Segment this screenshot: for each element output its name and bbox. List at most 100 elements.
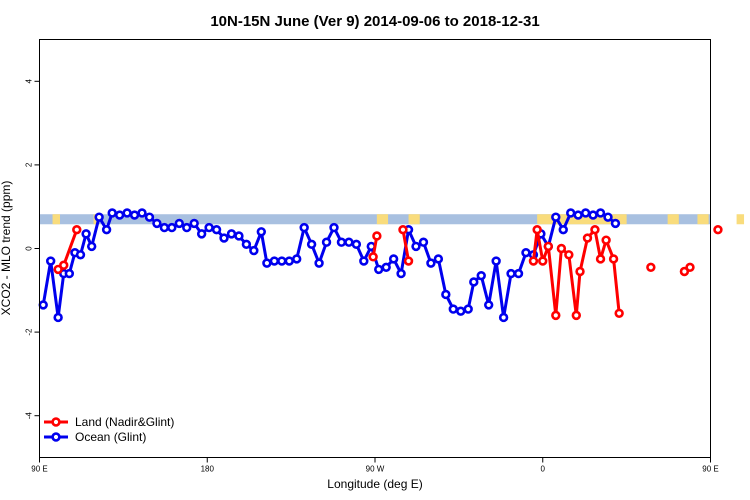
series-layer (38, 208, 723, 323)
data-point (329, 222, 339, 233)
legend-item: Land (Nadir&Glint) (44, 415, 174, 429)
x-tick-label: 90 W (366, 465, 385, 474)
data-point (426, 258, 436, 268)
data-point (564, 250, 574, 260)
data-point (167, 222, 177, 233)
data-point (152, 218, 162, 229)
data-point (398, 224, 408, 235)
data-point (256, 227, 267, 237)
data-point (483, 300, 494, 310)
data-point (321, 237, 332, 247)
data-point (86, 241, 97, 252)
data-point (101, 224, 112, 235)
data-point (388, 254, 399, 264)
data-point (38, 300, 48, 310)
data-point (491, 256, 501, 266)
data-point (685, 262, 695, 273)
data-point (53, 312, 63, 323)
x-axis-label: Longitude (deg E) (327, 477, 422, 491)
ocean-band (39, 214, 711, 225)
legend-label: Ocean (Glint) (75, 430, 146, 444)
data-point (336, 237, 347, 247)
data-point (226, 229, 237, 239)
y-axis: -4 -2 0 2 4 (25, 79, 40, 420)
data-point (433, 254, 444, 264)
data-point (590, 224, 600, 235)
data-point (299, 222, 309, 233)
data-point (344, 237, 354, 247)
data-point (189, 218, 199, 229)
data-point (610, 218, 621, 229)
legend-swatch-marker (51, 417, 61, 427)
data-point (262, 258, 272, 268)
data-point (595, 208, 606, 218)
data-point (575, 266, 585, 277)
data-point (476, 270, 486, 281)
data-point (351, 239, 362, 250)
x-axis: 90 E 180 90 W 0 90 E (31, 457, 719, 474)
data-point (196, 229, 207, 239)
data-point (573, 210, 583, 220)
data-point (174, 218, 184, 229)
data-point (614, 308, 624, 318)
data-point (571, 310, 581, 321)
data-point (532, 224, 542, 235)
legend: Land (Nadir&Glint)Ocean (Glint) (44, 415, 174, 444)
x-tick-label: 90 E (31, 465, 47, 474)
legend-item: Ocean (Glint) (44, 430, 146, 444)
data-point (368, 252, 378, 262)
data-point (211, 224, 222, 235)
data-point (94, 212, 104, 222)
data-point (292, 254, 302, 264)
y-tick-label: 4 (25, 79, 34, 84)
y-tick-label: -4 (25, 412, 34, 420)
data-point (159, 222, 170, 233)
data-point (713, 224, 723, 235)
data-point (372, 231, 382, 241)
data-point (580, 208, 591, 218)
data-point (314, 258, 324, 268)
data-point (182, 222, 192, 233)
land-band-segment (736, 214, 745, 225)
data-point (72, 224, 82, 235)
data-point (448, 304, 458, 314)
y-tick-label: 0 (25, 246, 34, 251)
data-point (359, 256, 369, 266)
data-point (528, 256, 539, 266)
data-point (122, 208, 132, 218)
land-band-segment (52, 214, 61, 225)
legend-label: Land (Nadir&Glint) (75, 415, 174, 429)
data-point (595, 254, 606, 264)
series-ocean-glint (38, 208, 621, 323)
data-point (558, 224, 568, 235)
data-point (513, 268, 524, 279)
data-point (219, 233, 229, 243)
legend-swatch-marker (51, 432, 61, 442)
data-point (543, 241, 554, 252)
x-tick-label: 0 (541, 465, 546, 474)
data-point (411, 241, 421, 252)
series-land-nadir-glint (53, 224, 723, 321)
data-point (45, 256, 56, 266)
data-point (59, 260, 69, 270)
data-point (381, 262, 391, 273)
data-point (269, 256, 280, 266)
series-line (41, 211, 617, 319)
data-point (64, 268, 75, 279)
data-point (566, 208, 576, 218)
land-band-segment (697, 214, 709, 225)
data-point (234, 231, 244, 241)
chart-title: 10N-15N June (Ver 9) 2014-09-06 to 2018-… (210, 13, 539, 30)
data-point (277, 256, 287, 266)
data-point (441, 289, 451, 300)
land-band-segment (667, 214, 679, 225)
data-point (418, 237, 429, 247)
data-point (608, 254, 619, 264)
data-point (498, 312, 509, 323)
y-axis-label: XCO2 - MLO trend (ppm) (0, 181, 13, 316)
data-point (241, 239, 252, 250)
land-band-segment (376, 214, 389, 225)
data-point (129, 210, 140, 220)
data-point (469, 277, 479, 287)
